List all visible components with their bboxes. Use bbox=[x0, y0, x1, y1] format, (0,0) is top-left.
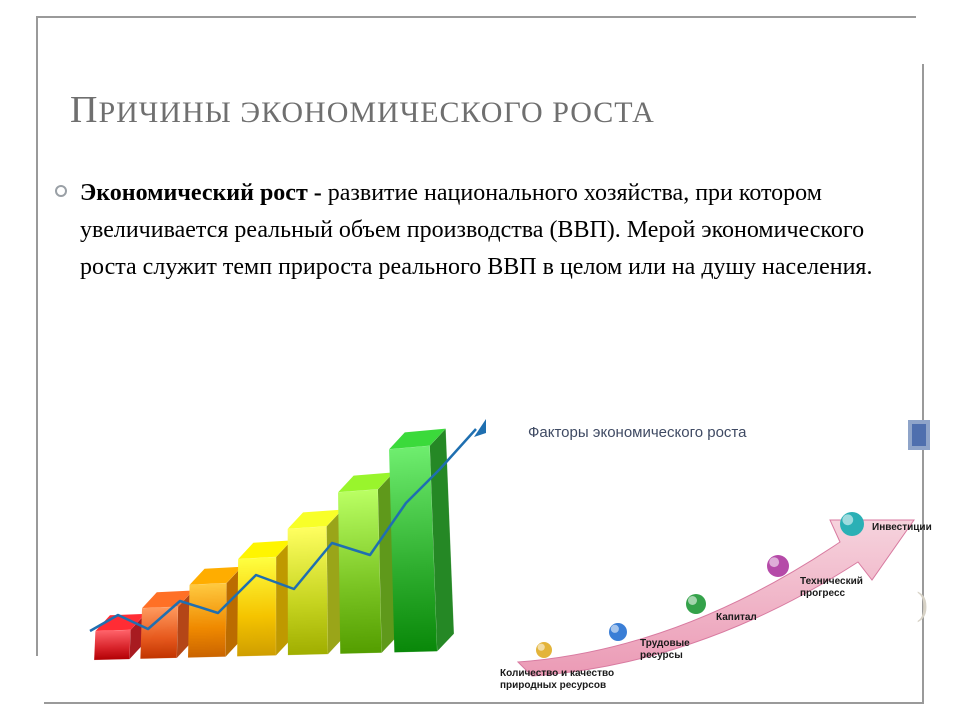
title-first-letter: П bbox=[70, 89, 98, 131]
slide-title: ПРИЧИНЫ ЭКОНОМИЧЕСКОГО РОСТА bbox=[70, 88, 655, 132]
factor-sphere bbox=[767, 555, 789, 577]
title-rest: РИЧИНЫ ЭКОНОМИЧЕСКОГО РОСТА bbox=[98, 96, 654, 129]
bullet-icon bbox=[55, 185, 67, 197]
factor-sphere bbox=[536, 642, 552, 658]
frame-left bbox=[36, 16, 38, 656]
factor-sphere bbox=[609, 623, 627, 641]
factor-label: Количество и качество природных ресурсов bbox=[500, 668, 614, 691]
growth-bar-chart bbox=[70, 405, 490, 685]
factor-label: Инвестиции bbox=[872, 522, 932, 534]
definition-term: Экономический рост - bbox=[80, 180, 328, 206]
decoration-square-icon bbox=[908, 420, 930, 450]
factor-label: Трудовые ресурсы bbox=[640, 638, 690, 661]
stray-paren: ) bbox=[917, 586, 928, 624]
factor-label: Капитал bbox=[716, 612, 757, 624]
definition-paragraph: Экономический рост - развитие национальн… bbox=[80, 175, 880, 287]
factors-arrow bbox=[500, 450, 930, 680]
frame-top bbox=[36, 16, 916, 18]
factors-title: Факторы экономического роста bbox=[528, 424, 746, 441]
factor-label: Технический прогресс bbox=[800, 576, 863, 599]
factor-sphere bbox=[840, 512, 864, 536]
slide: ПРИЧИНЫ ЭКОНОМИЧЕСКОГО РОСТА Экономическ… bbox=[0, 0, 960, 720]
trend-line bbox=[70, 405, 490, 685]
factors-infographic: Факторы экономического роста Количество … bbox=[500, 420, 930, 690]
factor-sphere bbox=[686, 594, 706, 614]
frame-bottom bbox=[44, 702, 924, 704]
